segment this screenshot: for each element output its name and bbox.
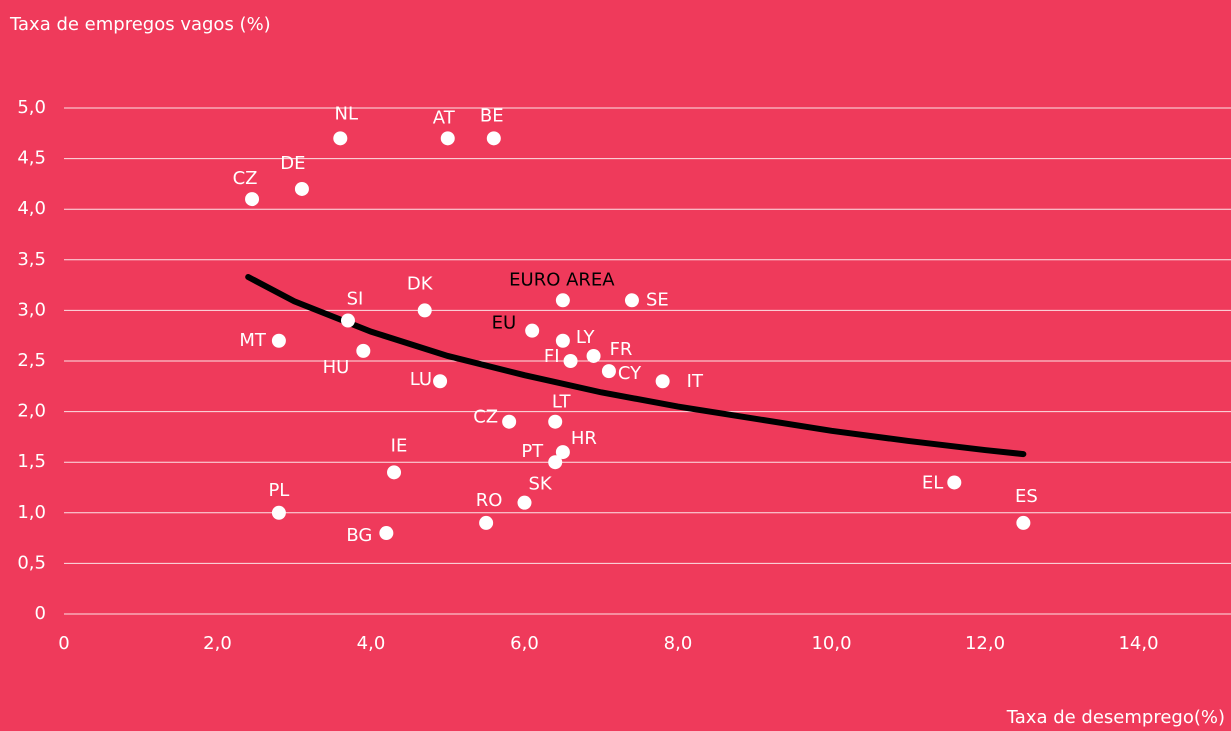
y-tick-label: 0	[35, 603, 46, 624]
y-tick-label: 1,5	[17, 451, 46, 472]
point-label: NL	[335, 103, 359, 124]
y-tick-label: 3,0	[17, 299, 46, 320]
y-axis-title: Taxa de empregos vagos (%)	[9, 14, 271, 35]
point	[624, 293, 639, 308]
point	[655, 374, 670, 389]
point	[555, 445, 570, 460]
point	[379, 526, 394, 541]
point-label: EL	[922, 472, 943, 493]
x-axis-title: Taxa de desemprego(%)	[1006, 707, 1225, 728]
point	[548, 414, 563, 429]
point	[563, 354, 578, 368]
point	[356, 343, 371, 358]
point	[517, 495, 532, 510]
point-label: BG	[346, 525, 372, 546]
y-tick-label: 3,5	[17, 249, 46, 270]
point	[245, 192, 260, 207]
point-label: PT	[521, 441, 544, 462]
y-tick-label: 1,0	[17, 502, 46, 523]
trend-line	[245, 274, 1027, 458]
point	[433, 374, 448, 389]
point	[271, 333, 286, 348]
point	[479, 515, 494, 530]
point	[601, 364, 616, 379]
x-tick-label: 14,0	[1118, 633, 1158, 654]
point	[586, 348, 601, 363]
point-label: EU	[492, 313, 517, 334]
x-tick-label: 2,0	[203, 633, 232, 654]
point	[417, 303, 432, 318]
point	[294, 181, 309, 196]
x-tick-label: 12,0	[965, 633, 1005, 654]
point-label: FR	[610, 339, 633, 360]
point	[440, 131, 455, 146]
point	[525, 323, 540, 338]
point-label: HU	[323, 357, 350, 378]
point-label: DE	[280, 153, 305, 174]
point-label: BE	[480, 105, 504, 126]
point-label: IE	[391, 435, 408, 456]
x-tick-label: 4,0	[357, 633, 386, 654]
point	[1016, 515, 1031, 530]
y-tick-label: 0,5	[17, 552, 46, 573]
point-label: AT	[433, 107, 456, 128]
y-tick-label: 5,0	[17, 97, 46, 118]
point-label: SE	[646, 289, 669, 310]
y-tick-label: 2,0	[17, 401, 46, 422]
point-label: CZ	[473, 407, 498, 428]
x-tick-label: 0	[58, 633, 69, 654]
y-tick-label: 4,5	[17, 148, 46, 169]
point-label: SI	[347, 289, 364, 310]
point-label: LY	[576, 327, 596, 348]
point	[486, 131, 501, 146]
x-tick-label: 8,0	[664, 633, 693, 654]
point-label: CY	[618, 363, 642, 384]
y-tick-label: 2,5	[17, 350, 46, 371]
point-label: CZ	[233, 168, 258, 189]
point	[333, 131, 348, 146]
point-label: MT	[239, 330, 267, 351]
x-tick-label: 6,0	[510, 633, 539, 654]
point	[548, 455, 563, 470]
point	[387, 465, 402, 480]
y-tick-label: 4,0	[17, 198, 46, 219]
point	[271, 505, 286, 520]
point-label: FI	[544, 346, 560, 367]
point-label: PL	[268, 480, 289, 501]
point	[555, 293, 570, 308]
point-label: HR	[571, 428, 597, 449]
point	[555, 333, 570, 348]
point-label: DK	[407, 273, 434, 294]
point-label: RO	[476, 490, 503, 511]
point	[502, 414, 517, 429]
point-label: LU	[410, 369, 432, 390]
point-label: SK	[529, 474, 553, 495]
x-tick-label: 10,0	[811, 633, 851, 654]
point-label: ES	[1015, 486, 1038, 507]
point	[340, 313, 355, 328]
point-label: LT	[552, 392, 572, 413]
point-label: EURO AREA	[509, 269, 615, 290]
point-label: IT	[687, 371, 704, 392]
point	[947, 475, 962, 490]
